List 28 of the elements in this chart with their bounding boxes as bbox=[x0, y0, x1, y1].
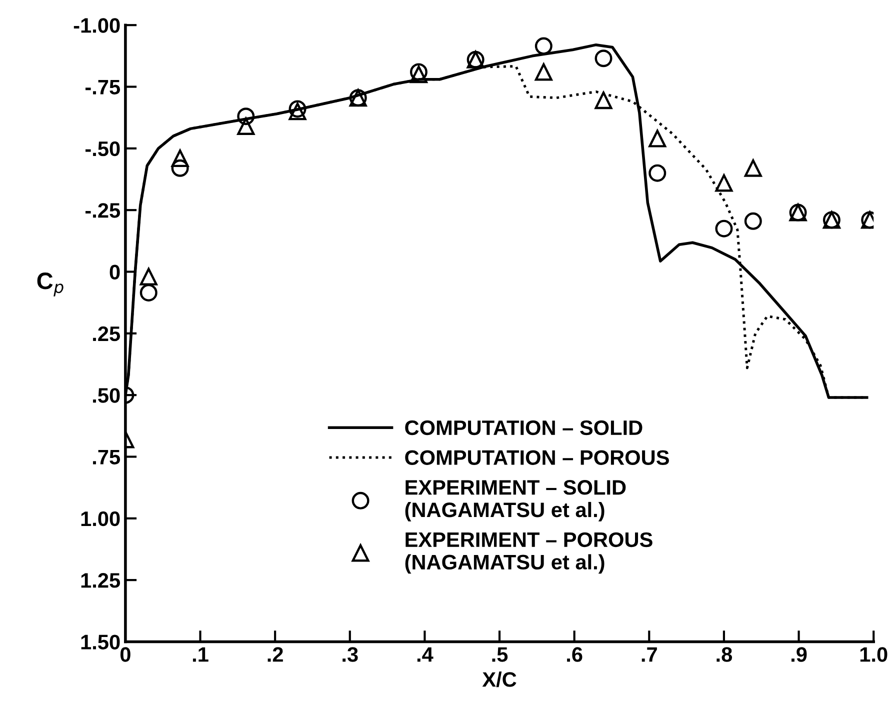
x-tick-label: .4 bbox=[417, 647, 434, 662]
x-tick-label: .2 bbox=[268, 647, 283, 662]
x-tick-label: .8 bbox=[716, 647, 732, 662]
y-tick-label: -.75 bbox=[86, 80, 120, 95]
legend-label: COMPUTATION – SOLID bbox=[405, 420, 642, 436]
x-tick-label: .9 bbox=[792, 647, 807, 662]
y-tick-label: -1.00 bbox=[74, 18, 120, 33]
y-tick-label: .50 bbox=[93, 388, 120, 403]
y-tick-label: -.50 bbox=[86, 141, 120, 156]
y-tick-label: .25 bbox=[93, 326, 120, 342]
x-tick-label: .6 bbox=[567, 647, 582, 662]
y-tick-label: 1.50 bbox=[81, 634, 120, 650]
legend-label: EXPERIMENT – POROUS (NAGAMATSU et al.) bbox=[405, 532, 652, 574]
x-tick-label: .3 bbox=[342, 647, 358, 662]
y-tick-label: -.25 bbox=[86, 203, 120, 218]
y-tick-label: 1.25 bbox=[81, 573, 120, 588]
x-tick-label: .5 bbox=[492, 647, 508, 662]
y-tick-label: 0 bbox=[110, 264, 120, 280]
y-axis-title: C$_{p}$ bbox=[37, 272, 64, 296]
y-tick-label: .75 bbox=[93, 450, 120, 464]
x-axis-title: X/C bbox=[482, 672, 516, 688]
legend-label: COMPUTATION – POROUS bbox=[405, 450, 669, 465]
y-tick-label: 1.00 bbox=[81, 511, 120, 526]
x-tick-label: 0 bbox=[120, 647, 130, 662]
legend-label: EXPERIMENT – SOLID (NAGAMATSU et al.) bbox=[405, 480, 626, 522]
x-tick-label: 1.0 bbox=[860, 647, 888, 662]
x-tick-label: .1 bbox=[192, 647, 208, 662]
x-tick-label: .7 bbox=[642, 647, 657, 662]
